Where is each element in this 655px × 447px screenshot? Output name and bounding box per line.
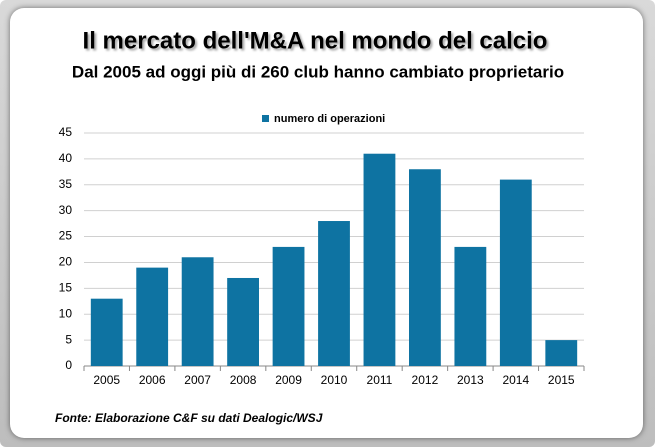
chart-title: Il mercato dell'M&A nel mondo del calcio: [83, 27, 548, 54]
x-tick-label: 2012: [412, 373, 439, 387]
y-tick-label: 40: [59, 151, 73, 165]
bar: [90, 298, 123, 366]
bar: [454, 246, 487, 366]
chart-subtitle: Dal 2005 ad oggi più di 260 club hanno c…: [72, 62, 564, 81]
bar: [318, 221, 350, 366]
y-tick-label: 15: [59, 281, 73, 295]
bar: [272, 246, 305, 366]
source-note: Fonte: Elaborazione C&F su dati Dealogic…: [55, 411, 323, 425]
x-tick-label: 2008: [230, 373, 257, 387]
x-tick-label: 2013: [457, 373, 484, 387]
bar: [136, 267, 169, 366]
y-tick-label: 25: [59, 229, 73, 243]
x-tick-label: 2007: [184, 373, 211, 387]
bar: [545, 340, 578, 366]
y-tick-label: 5: [65, 332, 72, 346]
x-tick-label: 2011: [367, 373, 393, 387]
bar: [363, 153, 396, 366]
y-tick-label: 0: [65, 358, 72, 372]
bar: [227, 277, 259, 366]
legend-label: numero di operazioni: [274, 113, 385, 125]
bar: [181, 257, 214, 366]
y-tick-label: 45: [59, 125, 73, 139]
x-tick-label: 2005: [93, 373, 120, 387]
bar: [409, 169, 441, 366]
y-tick-label: 30: [59, 203, 73, 217]
legend-swatch: [262, 115, 269, 122]
x-tick-label: 2014: [502, 373, 529, 387]
x-tick-label: 2010: [321, 373, 348, 387]
bar: [499, 179, 532, 366]
y-tick-label: 20: [59, 255, 73, 269]
x-tick-label: 2015: [548, 373, 575, 387]
y-tick-label: 10: [59, 306, 73, 320]
x-tick-label: 2006: [139, 373, 166, 387]
x-tick-label: 2009: [275, 373, 302, 387]
y-tick-label: 35: [59, 177, 73, 191]
